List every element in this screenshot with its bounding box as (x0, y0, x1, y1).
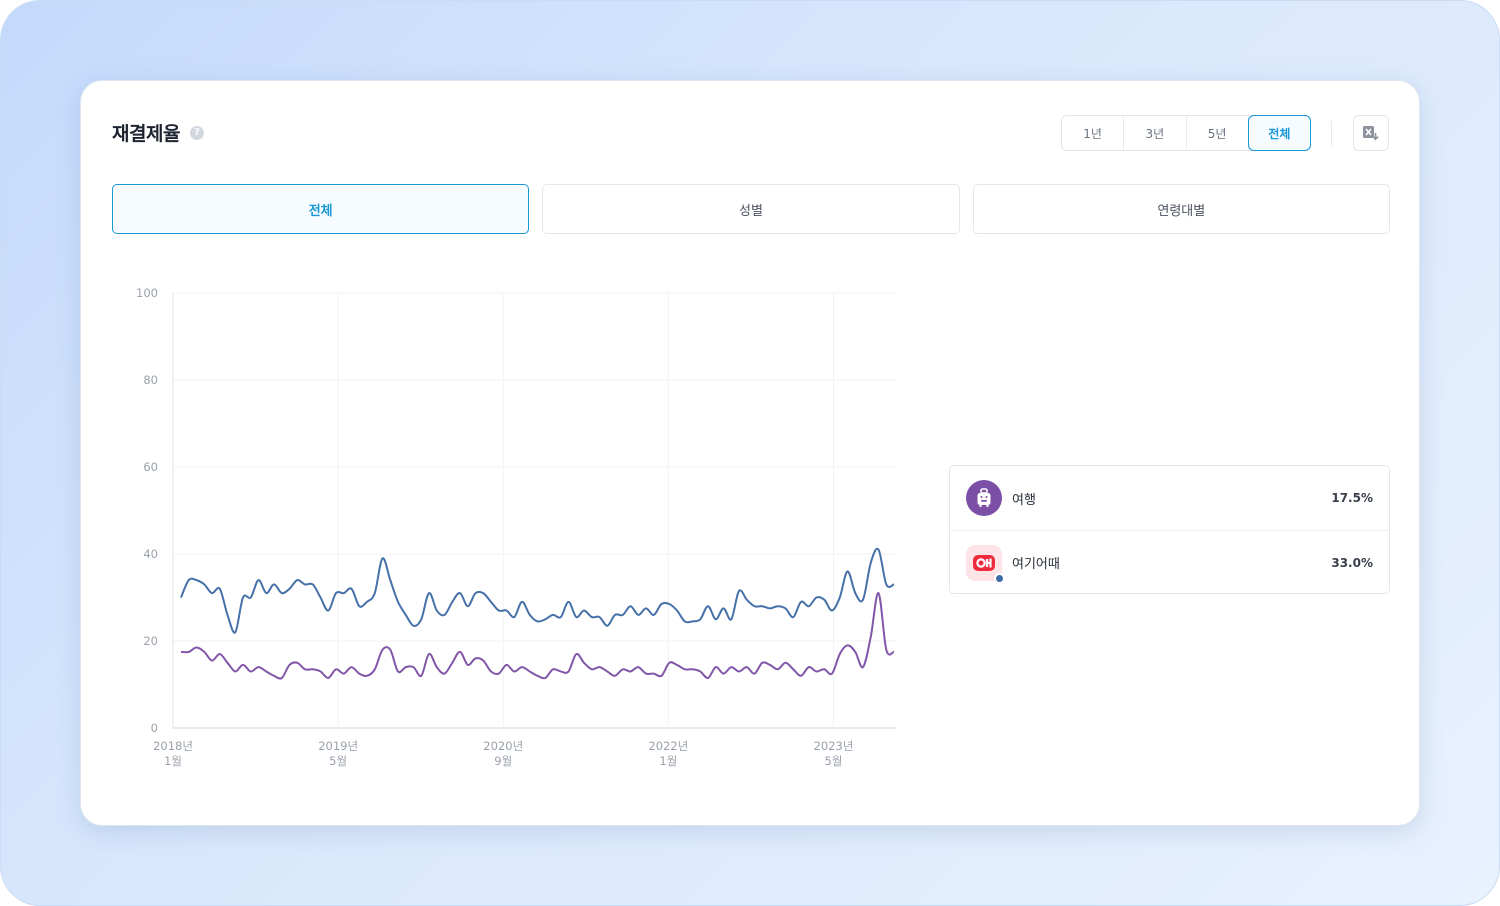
legend-label: 여기어때 (1012, 557, 1060, 572)
chart-legend: 여행 17.5% 여기어때 33.0% (949, 465, 1390, 594)
panel-title: 재결제율 (112, 123, 180, 145)
legend-item-yeogieottae[interactable]: 여기어때 33.0% (950, 530, 1389, 594)
x-tick-label: 2019년 (318, 739, 358, 753)
x-tick-label: 1월 (164, 754, 182, 768)
luggage-icon (966, 480, 1002, 516)
excel-download-icon (1363, 126, 1379, 141)
repurchase-rate-panel: 재결제율 ? 1년 3년 5년 전체 전체 성별 연령대별 0 20 40 60 80 1… (80, 80, 1420, 826)
excel-download-button[interactable] (1353, 115, 1389, 151)
period-all-button[interactable]: 전체 (1247, 115, 1311, 151)
tab-gender[interactable]: 성별 (542, 184, 960, 234)
x-tick-label: 2020년 (483, 739, 523, 753)
x-tick-label: 2023년 (814, 739, 854, 753)
y-tick-label: 20 (143, 634, 158, 648)
x-tick-label: 1월 (659, 754, 677, 768)
toolbar-divider (1331, 121, 1332, 147)
x-tick-label: 2018년 (153, 739, 193, 753)
period-selector: 1년 3년 5년 전체 (1061, 115, 1311, 151)
period-3y-button[interactable]: 3년 (1124, 116, 1187, 150)
line-chart: 0204060801002018년1월2019년5월2020년9월2022년1월… (136, 286, 896, 768)
legend-value: 33.0% (1331, 555, 1373, 570)
tab-all[interactable]: 전체 (112, 184, 530, 234)
segment-tabs: 전체 성별 연령대별 (112, 184, 1390, 234)
x-tick-label: 5월 (329, 754, 347, 768)
tab-age-group[interactable]: 연령대별 (972, 184, 1390, 234)
legend-label: 여행 (1012, 492, 1036, 508)
y-tick-label: 80 (143, 373, 158, 387)
period-5y-button[interactable]: 5년 (1187, 116, 1249, 150)
series-line-yeogieottae (180, 547, 895, 634)
yeogi-brand-icon (966, 544, 1005, 584)
y-tick-label: 100 (136, 286, 158, 300)
y-tick-label: 0 (151, 721, 158, 735)
legend-value: 17.5% (1331, 491, 1373, 505)
question-icon[interactable]: ? (190, 126, 204, 140)
legend-item-travel[interactable]: 여행 17.5% (950, 466, 1389, 530)
x-tick-label: 5월 (825, 754, 843, 768)
y-tick-label: 60 (143, 460, 158, 474)
series-color-dot (994, 572, 1005, 584)
y-tick-label: 40 (143, 547, 158, 561)
x-tick-label: 9월 (494, 754, 512, 768)
x-tick-label: 2022년 (648, 739, 688, 753)
series-line-travel (180, 592, 895, 680)
period-1y-button[interactable]: 1년 (1062, 116, 1125, 150)
